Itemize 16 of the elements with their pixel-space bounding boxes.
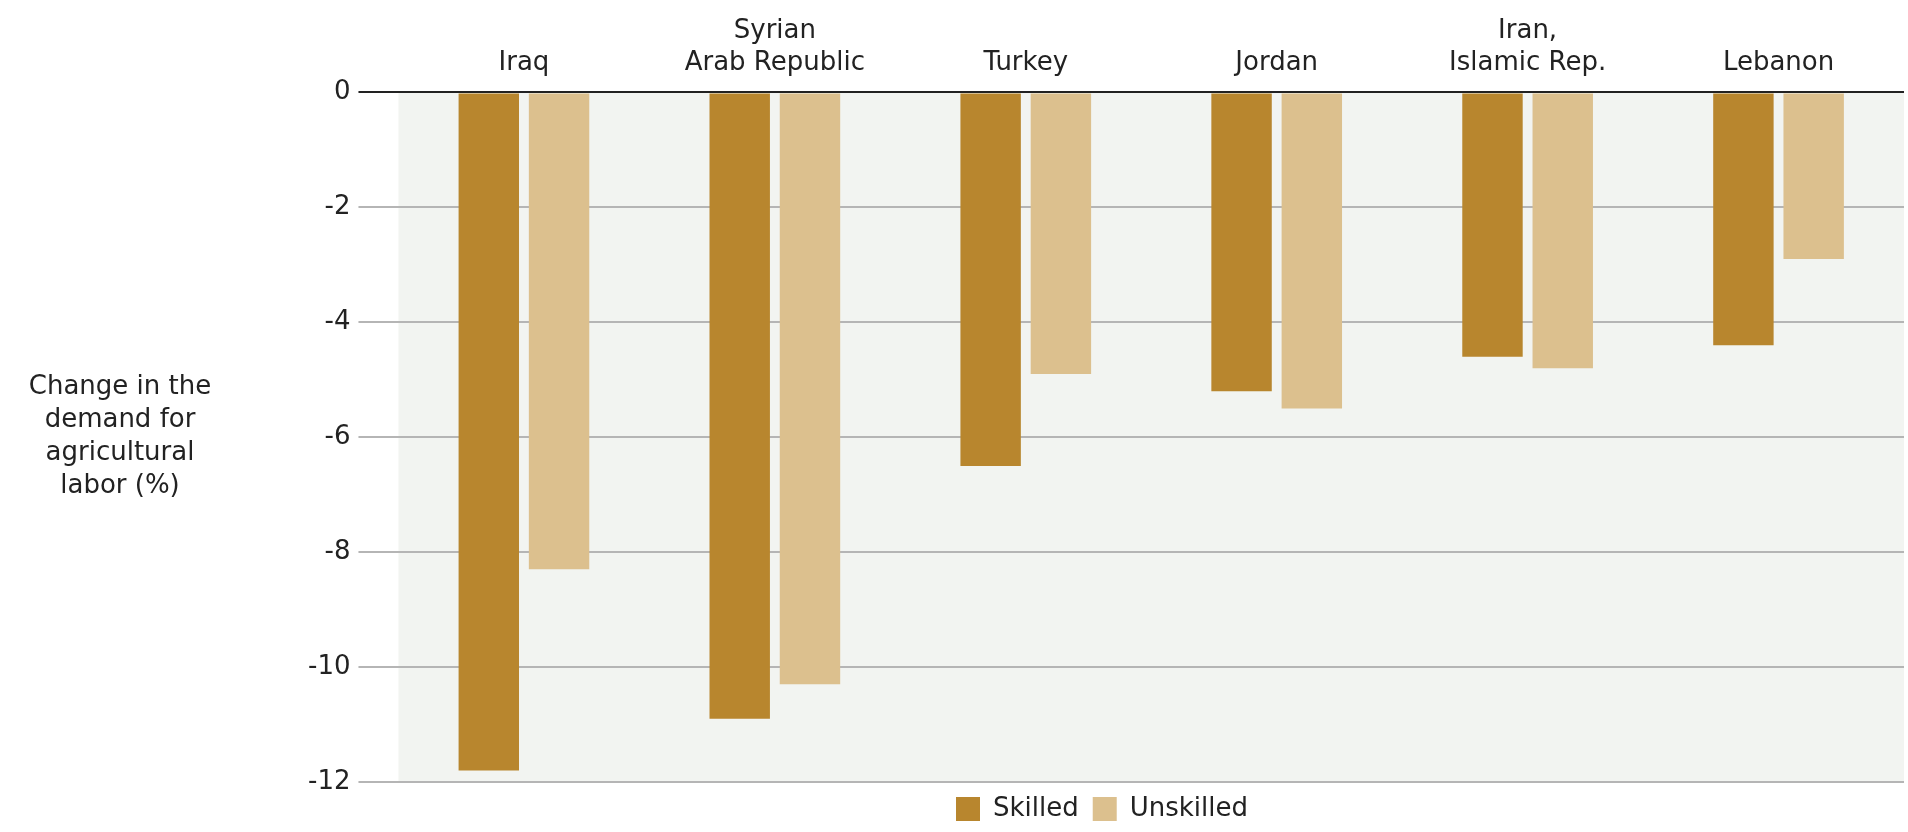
legend-label: Skilled (992, 791, 1079, 822)
y-tick-label: -2 (324, 190, 351, 221)
y-tick-label: -6 (324, 419, 351, 450)
y-tick-label: -12 (308, 764, 351, 795)
x-tick-label: Lebanon (1722, 45, 1835, 76)
y-tick-label: -10 (308, 649, 351, 680)
y-tick-label: -8 (324, 534, 351, 565)
x-tick-label: Jordan (1233, 45, 1319, 76)
y-tick-label: -4 (324, 305, 351, 336)
legend-label: Unskilled (1129, 791, 1249, 822)
x-tick-label: Turkey (982, 45, 1069, 76)
x-tick-label: Iraq (498, 45, 550, 76)
y-tick-label: 0 (333, 75, 351, 106)
y-axis-title: Change in the demand for agricultural labor (%) (28, 370, 212, 500)
x-tick-label: Iran, Islamic Rep. (1449, 14, 1607, 76)
x-tick-label: Syrian Arab Republic (684, 14, 866, 76)
